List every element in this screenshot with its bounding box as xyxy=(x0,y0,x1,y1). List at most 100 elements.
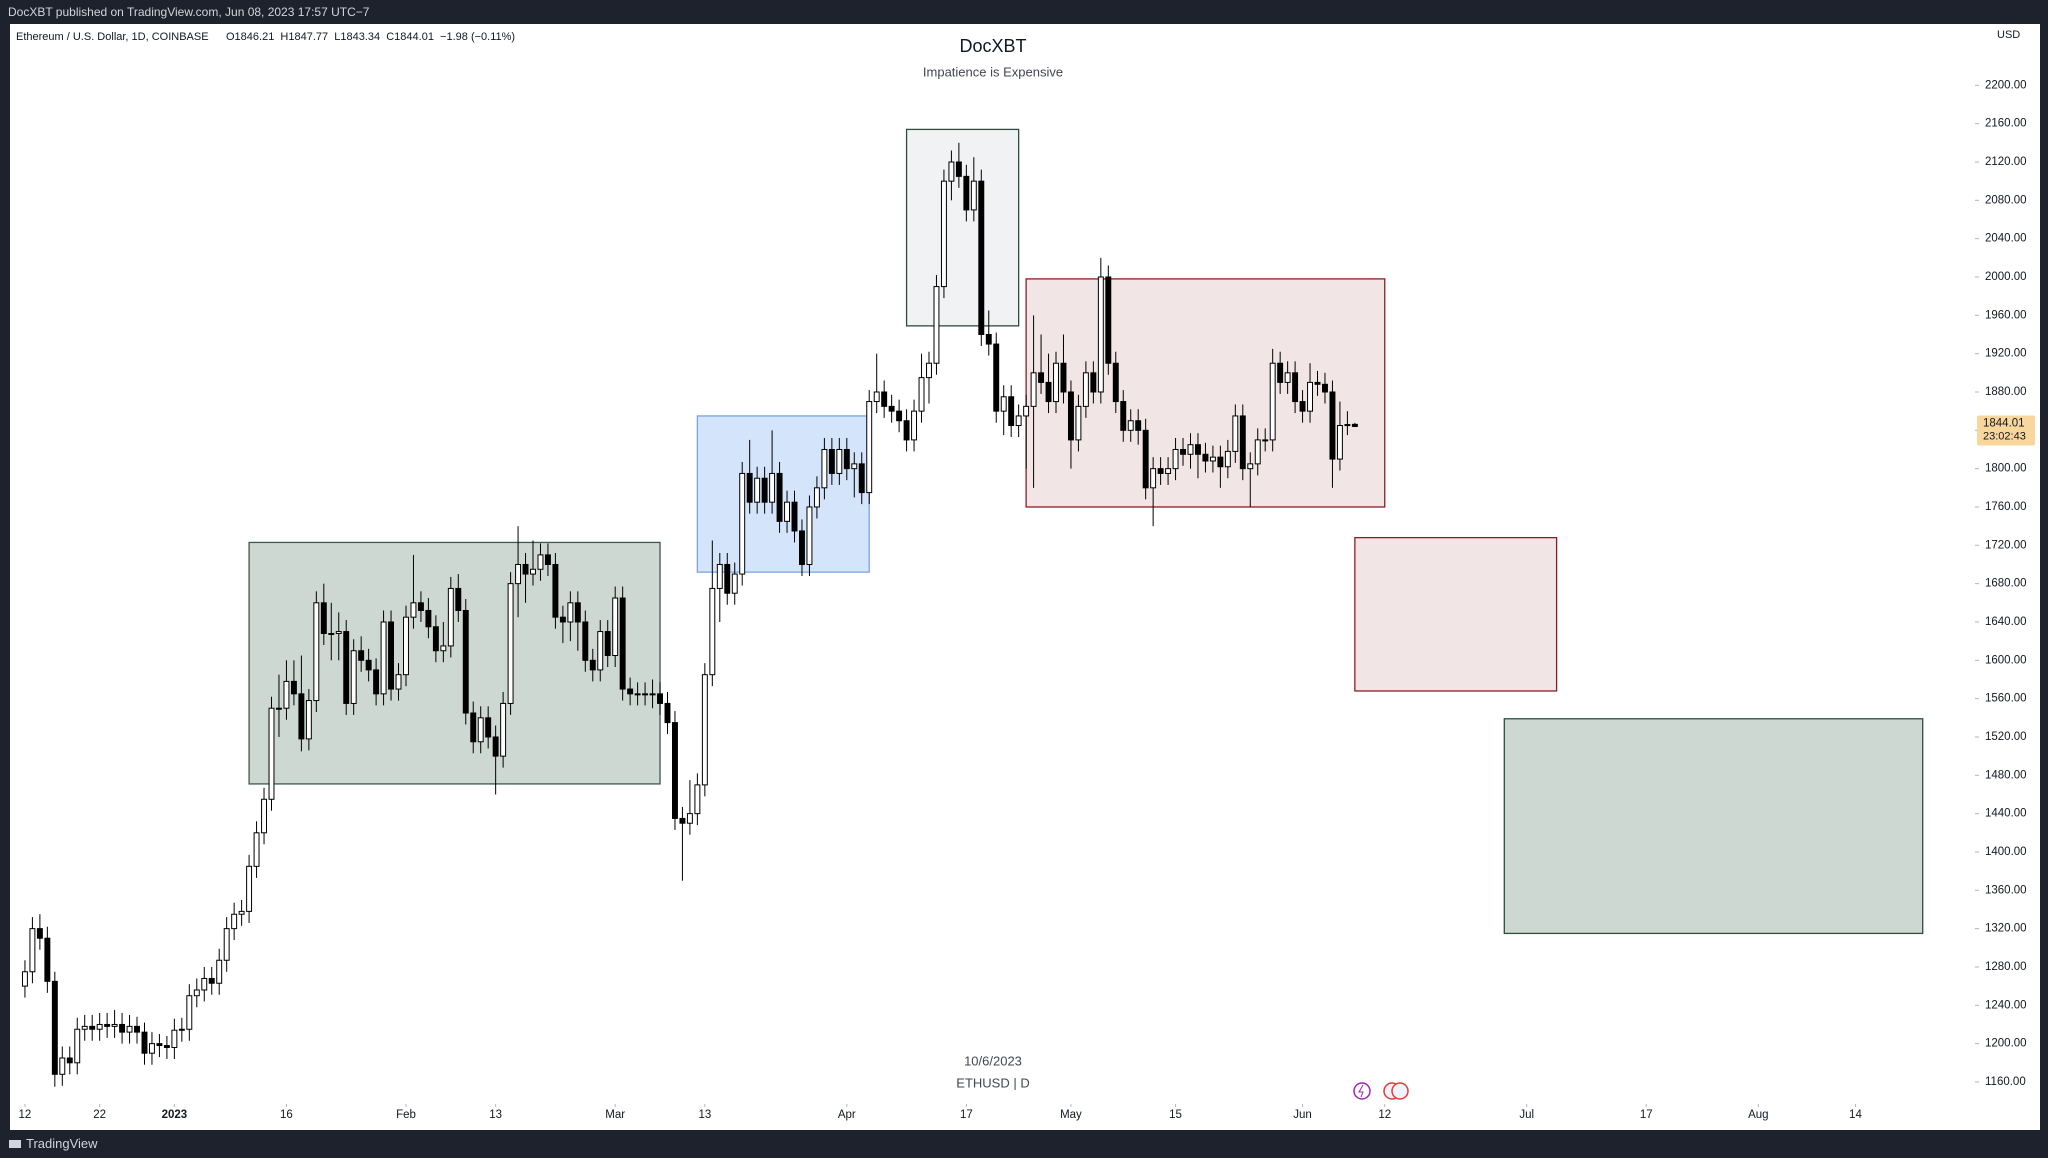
candle-body xyxy=(305,700,312,740)
candle-body xyxy=(36,928,43,939)
candle-body xyxy=(432,626,439,652)
candle-body xyxy=(313,602,320,702)
candle-body xyxy=(1045,381,1052,403)
candle-body xyxy=(970,180,977,211)
candle-body xyxy=(1172,448,1179,470)
candle-body xyxy=(806,506,813,565)
candle-body xyxy=(686,813,693,824)
candle-body xyxy=(141,1031,148,1054)
candle-body xyxy=(104,1023,111,1027)
flag-icon[interactable] xyxy=(1391,1082,1409,1100)
candle-body xyxy=(948,161,955,182)
candle-body xyxy=(1157,468,1164,474)
candle-body xyxy=(1247,463,1254,470)
candle-body xyxy=(44,937,51,982)
candle-body xyxy=(1120,401,1127,431)
candle-body xyxy=(739,472,746,575)
candle-body xyxy=(612,597,619,657)
candle-body xyxy=(492,736,499,757)
y-tick-label: 1960.00 xyxy=(1985,309,2027,321)
x-tick-label: 17 xyxy=(1640,1109,1653,1121)
candle-body xyxy=(881,391,888,407)
x-tick-label: 12 xyxy=(1378,1109,1391,1121)
candle-body xyxy=(1277,362,1284,383)
candle-body xyxy=(156,1043,163,1047)
x-tick-label: Feb xyxy=(396,1109,416,1121)
last-price-label: 1844.01 xyxy=(1983,418,2025,430)
candle-body xyxy=(873,391,880,403)
candle-body xyxy=(1038,372,1045,383)
x-tick-label: Jun xyxy=(1293,1109,1312,1121)
zone-box xyxy=(1354,536,1558,692)
candle-body xyxy=(1135,420,1142,431)
chart-subtitle: Impatience is Expensive xyxy=(923,64,1063,79)
zone-box xyxy=(1503,718,1924,935)
y-tick-label: 1320.00 xyxy=(1985,923,2027,935)
candle-body xyxy=(1165,468,1172,474)
x-tick-label: Apr xyxy=(838,1109,856,1121)
candle-body xyxy=(1292,372,1299,403)
candle-body xyxy=(283,680,290,709)
candle-body xyxy=(276,707,282,710)
candle-body xyxy=(1224,450,1231,468)
y-tick-label: 1480.00 xyxy=(1985,769,2027,781)
candle-body xyxy=(455,587,462,611)
candle-body xyxy=(993,343,1000,412)
candle-body xyxy=(1239,415,1246,470)
y-tick-label: 1800.00 xyxy=(1985,463,2027,475)
candle-body xyxy=(1075,405,1082,441)
candle-body xyxy=(380,621,387,695)
candle-body xyxy=(657,693,663,704)
candle-body xyxy=(1127,420,1134,431)
candle-body xyxy=(395,674,402,690)
candle-body xyxy=(813,487,820,508)
candle-body xyxy=(1150,468,1157,489)
candle-body xyxy=(440,645,447,652)
y-tick-label: 1720.00 xyxy=(1985,539,2027,551)
candle-body xyxy=(96,1023,103,1030)
candle-body xyxy=(791,501,798,532)
candle-body xyxy=(1090,372,1097,393)
candle-body xyxy=(1030,372,1037,407)
candle-body xyxy=(178,1028,185,1031)
candle-body xyxy=(1097,276,1104,393)
candle-body xyxy=(365,659,372,671)
y-tick-label: 2120.00 xyxy=(1985,156,2027,168)
candle-body xyxy=(328,632,335,635)
x-tick-label: 2023 xyxy=(162,1109,188,1121)
chart: Ethereum / U.S. Dollar, 1D, COINBASE O18… xyxy=(10,24,2040,1130)
candle-body xyxy=(1232,415,1239,452)
candle-body xyxy=(171,1029,178,1048)
candle-body xyxy=(216,959,223,984)
candle-body xyxy=(134,1025,140,1033)
candle-body xyxy=(417,602,424,611)
candle-body xyxy=(896,410,903,422)
candle-body xyxy=(1180,448,1186,455)
candle-body xyxy=(1105,276,1112,364)
candle-body xyxy=(253,832,260,867)
candle-body xyxy=(485,717,492,738)
candle-body xyxy=(619,597,626,690)
y-tick-label: 2080.00 xyxy=(1985,194,2027,206)
event-icon[interactable] xyxy=(1353,1082,1371,1100)
candle-body xyxy=(1299,401,1306,412)
candle-body xyxy=(866,401,873,494)
x-tick-label: Jul xyxy=(1519,1109,1534,1121)
candle-body xyxy=(1314,381,1321,385)
x-tick-label: 17 xyxy=(960,1109,973,1121)
candle-body xyxy=(1202,453,1209,462)
candle-body xyxy=(66,1057,73,1064)
candle-body xyxy=(59,1057,66,1075)
y-tick-label: 1400.00 xyxy=(1985,846,2027,858)
candle-body xyxy=(709,587,716,676)
candle-body xyxy=(664,702,671,724)
annotation-date: 10/6/2023 xyxy=(964,1053,1022,1068)
candle-body xyxy=(208,977,215,984)
candle-body xyxy=(724,563,731,594)
candle-body xyxy=(530,568,536,575)
candle-body xyxy=(350,650,357,704)
x-tick-label: 13 xyxy=(489,1109,502,1121)
candle-body xyxy=(403,616,409,676)
y-tick-label: 1760.00 xyxy=(1985,501,2027,513)
event-icon-bolt xyxy=(1358,1084,1364,1098)
